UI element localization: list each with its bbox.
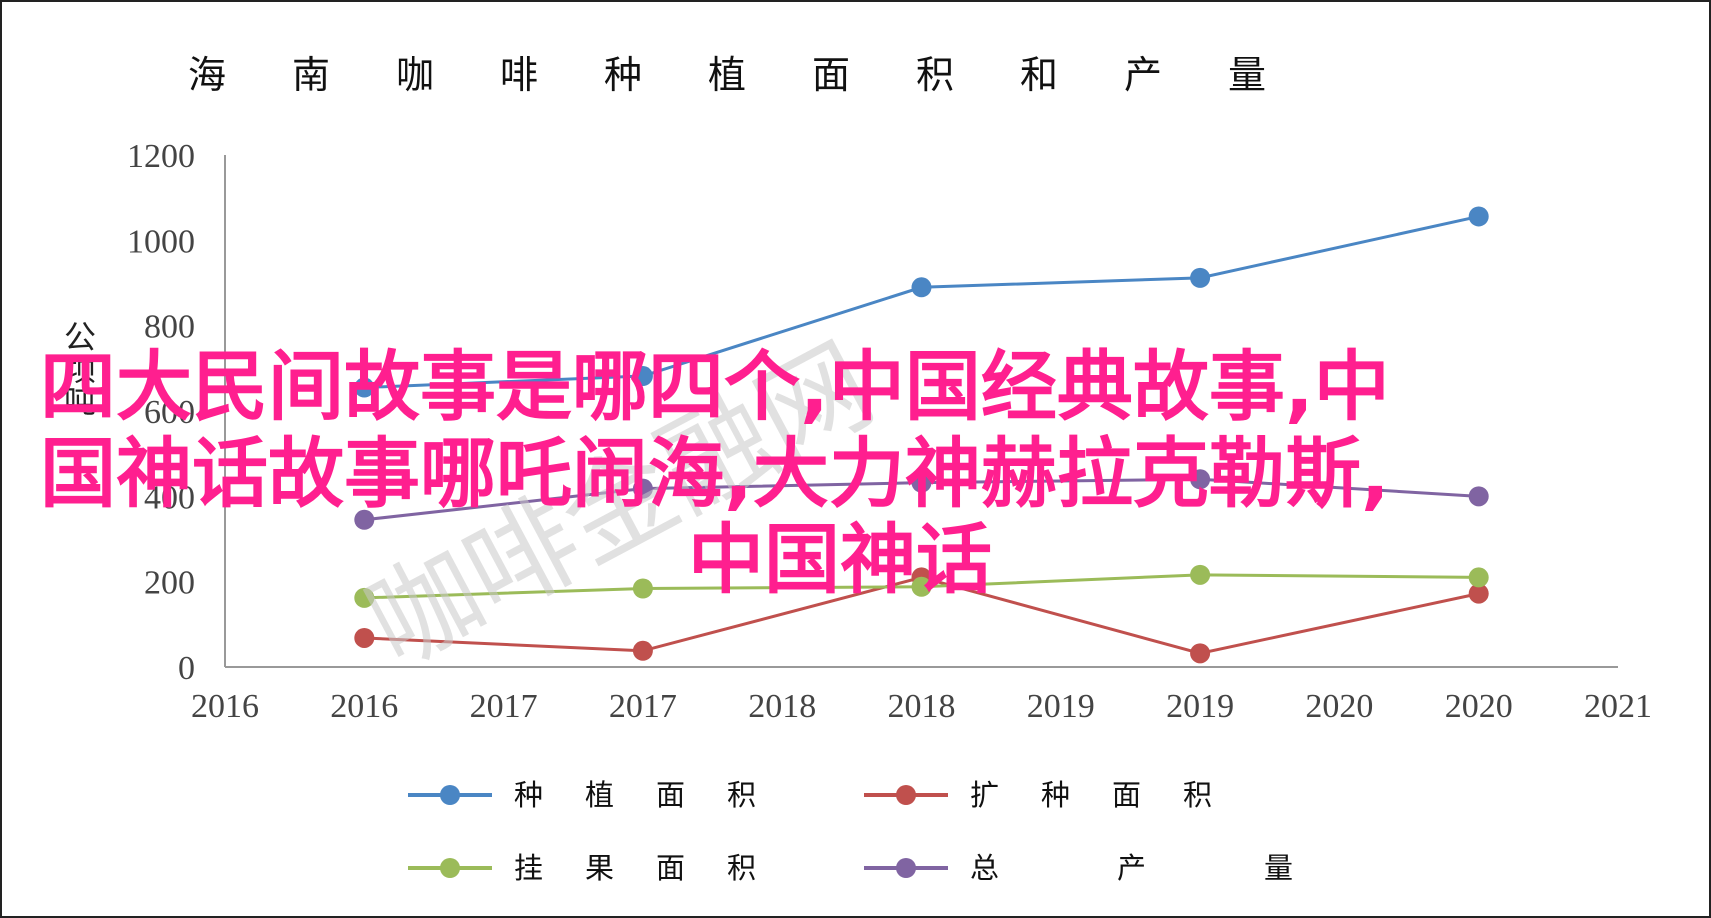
data-point: [354, 587, 375, 608]
y-tick-label: 0: [178, 650, 195, 687]
x-tick-label: 2018: [888, 688, 956, 725]
series-1: [354, 206, 1489, 398]
legend-label: 总产量: [970, 851, 1411, 885]
overlay-line-1: 四大民间故事是哪四个,中国经典故事,中: [40, 342, 1390, 431]
legend-swatch-marker: [440, 785, 460, 805]
x-tick-label: 2017: [609, 688, 677, 725]
data-point: [632, 366, 653, 387]
chart-title: 海南咖啡种植面积和产量: [188, 53, 1332, 97]
legend-swatch-marker: [896, 785, 916, 805]
data-point: [911, 277, 932, 298]
y-tick-labels: 0 200 400 600 800 1000 1200: [127, 138, 195, 687]
x-tick-labels: 2016 2016 2017 2017 2018 2018 2019 2019 2020 2020…: [191, 688, 1652, 725]
data-point: [911, 576, 932, 597]
y-tick-label: 200: [144, 565, 195, 602]
y-tick-label: 600: [144, 394, 195, 431]
data-point: [354, 627, 375, 648]
data-point: [632, 578, 653, 599]
y-axis-label: 公顷吨: [59, 320, 97, 416]
x-tick-label: 2017: [470, 688, 538, 725]
legend-item: 挂果面积: [408, 851, 798, 885]
x-tick-label: 2016: [191, 688, 259, 725]
data-point: [1468, 567, 1489, 588]
y-tick-label: 400: [144, 479, 195, 516]
y-tick-label: 800: [144, 309, 195, 346]
x-tick-label: 2020: [1445, 688, 1513, 725]
data-point: [1468, 486, 1489, 507]
data-point: [354, 509, 375, 530]
legend-item: 总产量: [864, 851, 1411, 885]
legend-label: 挂果面积: [514, 851, 798, 885]
data-point: [1468, 206, 1489, 227]
series-layer: [354, 206, 1489, 664]
series-4: [354, 469, 1489, 530]
series-3: [354, 564, 1489, 608]
overlay-line-2: 国神话故事哪吒闹海,大力神赫拉克勒斯,: [40, 429, 1390, 518]
overlay-line-3: 中国神话: [688, 515, 992, 604]
data-point: [632, 478, 653, 499]
y-tick-label: 1000: [127, 223, 195, 260]
x-tick-label: 2020: [1305, 688, 1373, 725]
data-point: [911, 472, 932, 493]
legend-swatch-marker: [440, 858, 460, 878]
legend-item: 扩种面积: [864, 778, 1254, 812]
data-point: [1190, 267, 1211, 288]
data-point: [1190, 643, 1211, 664]
legend-label: 种植面积: [514, 778, 798, 812]
x-tick-label: 2021: [1584, 688, 1652, 725]
x-tick-label: 2019: [1166, 688, 1234, 725]
x-tick-label: 2016: [330, 688, 398, 725]
axes: [224, 155, 1618, 668]
legend-swatch-marker: [896, 858, 916, 878]
data-point: [1190, 469, 1211, 490]
legend-label: 扩种面积: [970, 778, 1254, 812]
legend-item: 种植面积: [408, 778, 798, 812]
x-tick-label: 2019: [1027, 688, 1095, 725]
overlay-caption: 四大民间故事是哪四个,中国经典故事,中 国神话故事哪吒闹海,大力神赫拉克勒斯, …: [40, 342, 1390, 604]
data-point: [1468, 583, 1489, 604]
x-tick-label: 2018: [748, 688, 816, 725]
data-point: [1190, 564, 1211, 585]
y-tick-label: 1200: [127, 138, 195, 175]
data-point: [354, 377, 375, 398]
data-point: [632, 640, 653, 661]
